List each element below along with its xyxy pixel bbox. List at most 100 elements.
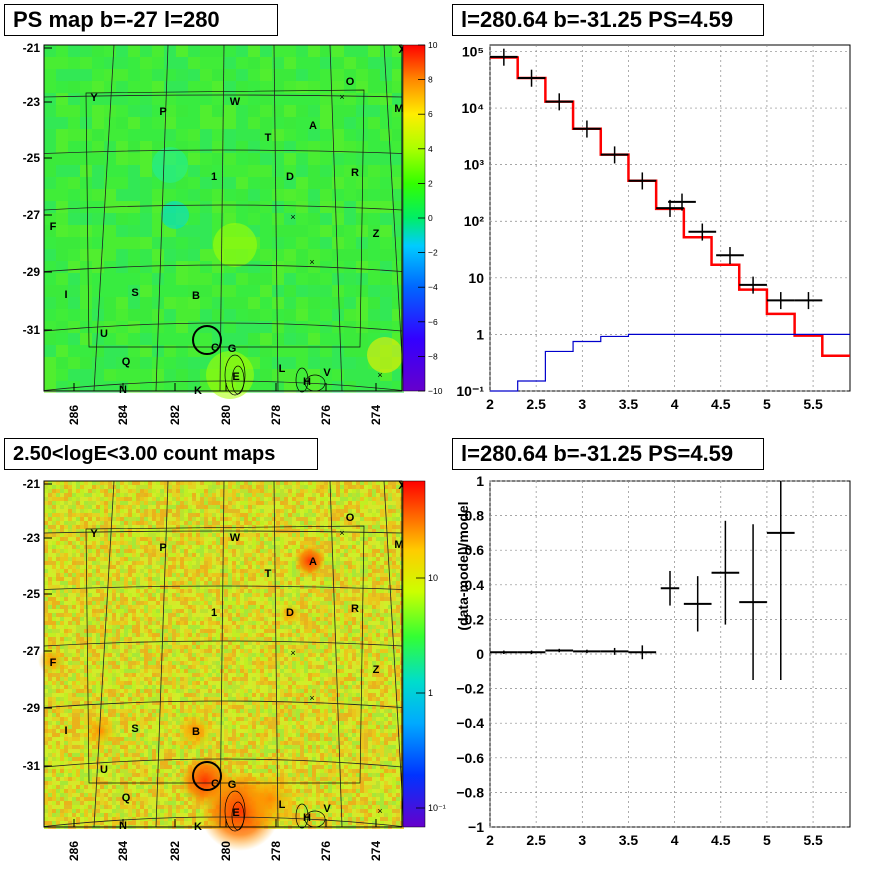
map-pixel [108,629,112,633]
map-pixel [380,485,384,489]
map-pixel [172,557,176,561]
colorbar-label: 4 [428,144,433,154]
map-pixel [156,509,160,513]
map-pixel [188,581,192,585]
map-pixel [252,537,256,541]
map-pixel [232,533,236,537]
map-pixel [304,617,308,621]
map-pixel [180,521,184,525]
map-pixel [164,237,176,249]
map-pixel [300,533,304,537]
map-pixel [248,637,252,641]
map-pixel [132,561,136,565]
map-pixel [224,153,236,165]
map-pixel [284,309,296,321]
y-tick-label: -29 [23,265,41,279]
map-pixel [380,613,384,617]
map-pixel [384,613,388,617]
map-pixel [180,553,184,557]
map-pixel [156,621,160,625]
map-pixel [308,525,312,529]
map-pixel [116,557,120,561]
map-pixel [92,489,96,493]
map-pixel [236,273,248,285]
map-pixel [164,581,168,585]
map-pixel [144,485,148,489]
map-pixel [284,345,296,357]
map-pixel [204,497,208,501]
map-pixel [84,525,88,529]
map-pixel [144,537,148,541]
map-pixel [376,565,380,569]
map-pixel [240,645,244,649]
map-pixel [128,485,132,489]
map-pixel [168,641,172,645]
map-pixel [372,545,376,549]
map-pixel [104,237,116,249]
map-pixel [180,517,184,521]
map-pixel [100,621,104,625]
map-pixel [92,69,104,81]
map-pixel [216,497,220,501]
map-pixel [104,561,108,565]
map-pixel [396,617,400,621]
map-pixel [356,165,368,177]
map-pixel [300,493,304,497]
map-pixel [376,529,380,533]
map-pixel [200,481,204,485]
map-pixel [204,481,208,485]
map-pixel [228,593,232,597]
map-pixel [144,589,148,593]
map-pixel [80,581,84,585]
map-pixel [116,309,128,321]
map-pixel [260,625,264,629]
map-pixel [388,569,392,573]
map-pixel [396,565,400,569]
map-pixel [188,69,200,81]
map-pixel [80,645,84,649]
map-pixel [380,513,384,517]
map-pixel [128,601,132,605]
map-pixel [172,513,176,517]
map-pixel [228,485,232,489]
map-pixel [392,513,396,517]
map-pixel [200,621,204,625]
map-pixel [184,537,188,541]
map-pixel [232,593,236,597]
map-pixel [136,505,140,509]
map-pixel [196,501,200,505]
map-pixel [256,493,260,497]
map-pixel [112,537,116,541]
map-pixel [320,641,324,645]
map-pixel [100,625,104,629]
map-pixel [328,557,332,561]
map-pixel [260,297,272,309]
map-pixel [260,553,264,557]
map-pixel [172,609,176,613]
map-pixel [368,613,372,617]
map-pixel [44,117,56,129]
map-pixel [148,541,152,545]
map-pixel [44,501,48,505]
map-pixel [392,189,404,201]
map-pixel [116,357,128,369]
map-pixel [392,261,404,273]
map-pixel [76,621,80,625]
map-pixel [108,501,112,505]
map-pixel [332,153,344,165]
map-pixel [68,497,72,501]
map-pixel [160,601,164,605]
map-pixel [116,537,120,541]
map-pixel [56,533,60,537]
map-pixel [216,481,220,485]
map-pixel [352,577,356,581]
map-pixel [272,249,284,261]
map-pixel [92,641,96,645]
map-pixel [148,649,152,653]
map-pixel [120,481,124,485]
map-pixel [328,581,332,585]
map-pixel [360,553,364,557]
map-pixel [204,645,208,649]
map-pixel [204,621,208,625]
map-pixel [364,593,368,597]
